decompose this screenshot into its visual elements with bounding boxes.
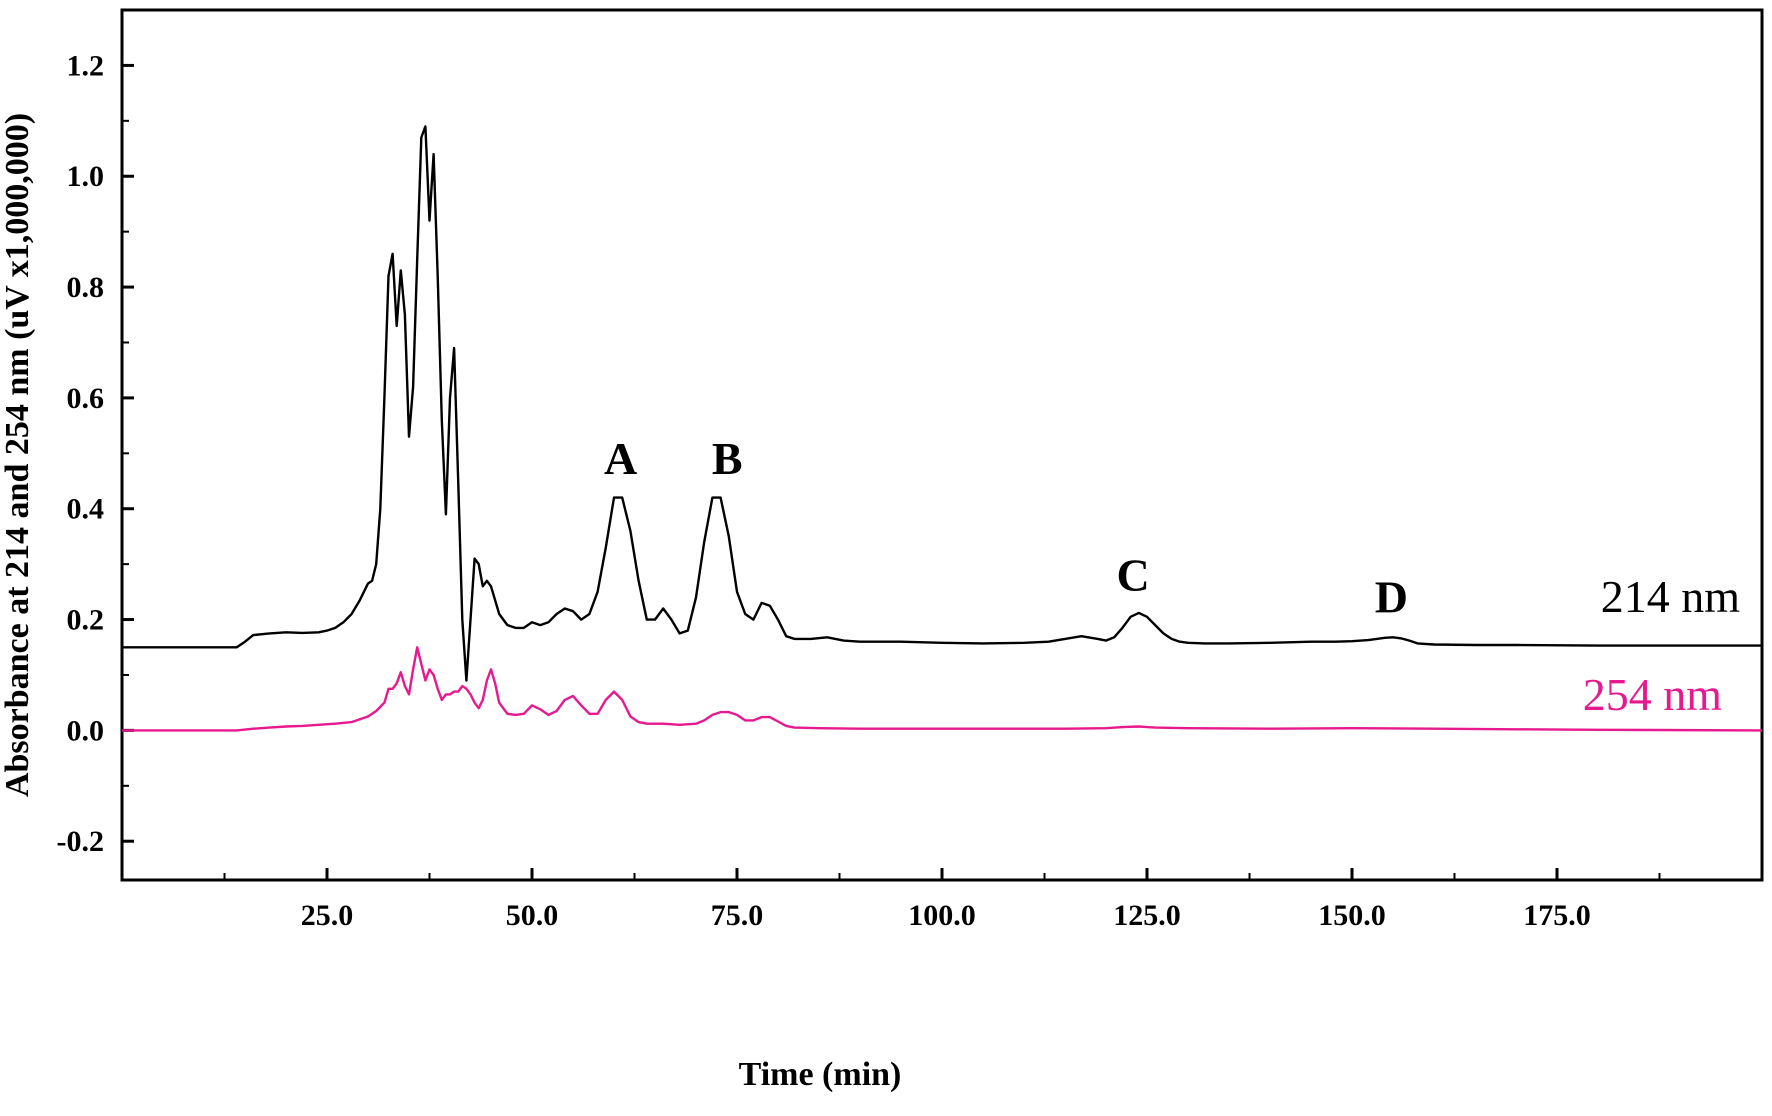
series-label-214nm: 214 nm bbox=[1601, 571, 1741, 622]
x-axis: 25.0 50.0 75.0 100.0 125.0 150.0 175.0 bbox=[223, 868, 1661, 932]
x-tick-label: 125.0 bbox=[1113, 899, 1181, 932]
peak-label-c: C bbox=[1116, 549, 1149, 600]
series-label-254nm: 254 nm bbox=[1583, 669, 1723, 720]
series-labels: 214 nm 254 nm bbox=[1583, 571, 1741, 720]
series-line-254nm bbox=[122, 646, 1763, 732]
y-tick-label: 0.2 bbox=[67, 604, 105, 637]
y-tick-label: 0.6 bbox=[67, 382, 105, 415]
series-line-214nm bbox=[122, 125, 1762, 682]
x-tick-label: 100.0 bbox=[908, 899, 976, 932]
series-group bbox=[122, 125, 1763, 732]
x-tick-label: 25.0 bbox=[301, 899, 354, 932]
peak-label-d: D bbox=[1375, 572, 1408, 623]
x-tick-label: 175.0 bbox=[1523, 899, 1591, 932]
x-tick-label: 50.0 bbox=[506, 899, 559, 932]
y-tick-label: 1.2 bbox=[67, 49, 105, 82]
y-tick-label: 0.0 bbox=[67, 714, 105, 747]
y-axis: -0.2 0.0 0.2 0.4 0.6 0.8 1.0 1.2 bbox=[57, 9, 134, 858]
y-tick-label: 1.0 bbox=[67, 160, 105, 193]
y-axis-title: Absorbance at 214 and 254 nm (uV x1,000,… bbox=[0, 113, 36, 797]
peak-annotations: A B C D bbox=[604, 433, 1408, 623]
y-tick-label: -0.2 bbox=[57, 825, 105, 858]
x-tick-label: 150.0 bbox=[1318, 899, 1386, 932]
x-tick-label: 75.0 bbox=[711, 899, 764, 932]
y-tick-label: 0.8 bbox=[67, 271, 105, 304]
plot-frame bbox=[120, 8, 1764, 882]
peak-label-b: B bbox=[712, 433, 743, 484]
x-axis-title: Time (min) bbox=[739, 1056, 902, 1093]
y-tick-label: 0.4 bbox=[67, 493, 105, 526]
peak-label-a: A bbox=[604, 433, 637, 484]
